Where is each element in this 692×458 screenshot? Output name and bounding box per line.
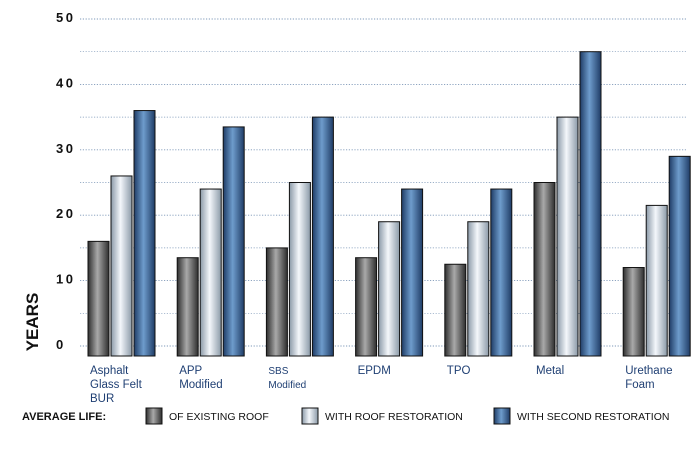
bar	[645, 204, 668, 357]
bar	[556, 116, 579, 357]
category-label: EPDM	[358, 365, 391, 377]
y-tick-label: 0	[56, 337, 66, 352]
bar	[668, 155, 691, 357]
legend-swatch	[493, 407, 511, 425]
bar	[355, 257, 378, 357]
y-axis-label: YEARS	[23, 293, 42, 352]
legend-swatch	[145, 407, 163, 425]
y-tick-label: 10	[56, 272, 75, 287]
bar	[133, 110, 156, 357]
category-label: APP Modified	[179, 365, 222, 391]
category-label: SBS Modified	[268, 366, 306, 391]
category-label: Metal	[536, 365, 564, 377]
bar	[579, 51, 602, 357]
bar	[622, 267, 645, 357]
legend-swatch	[301, 407, 319, 425]
bar	[199, 188, 222, 357]
bar	[87, 240, 110, 357]
category-label: Urethane Foam	[625, 365, 672, 391]
bar	[467, 221, 490, 357]
bar	[490, 188, 513, 357]
bar	[176, 257, 199, 357]
y-tick-labels: 0 10 20 30 40 50	[56, 10, 75, 352]
bar	[311, 116, 334, 357]
legend-title: AVERAGE LIFE:	[22, 411, 106, 423]
category-label: Asphalt Glass Felt BUR	[90, 365, 143, 405]
legend-label: WITH SECOND RESTORATION	[517, 411, 669, 423]
bar	[265, 247, 288, 357]
bars	[87, 51, 691, 357]
bar	[288, 182, 311, 357]
bar	[378, 221, 401, 357]
bar	[222, 126, 245, 357]
legend: AVERAGE LIFE: OF EXISTING ROOF WITH ROOF …	[22, 407, 669, 425]
category-label: TPO	[447, 365, 471, 377]
legend-label: OF EXISTING ROOF	[169, 411, 269, 423]
bar	[110, 175, 133, 357]
y-tick-label: 30	[56, 141, 75, 156]
bar	[533, 182, 556, 357]
bar	[401, 188, 424, 357]
bar	[444, 263, 467, 357]
y-tick-label: 40	[56, 75, 75, 90]
legend-label: WITH ROOF RESTORATION	[325, 411, 463, 423]
category-labels: Asphalt Glass Felt BUR APP Modified SBS Modifi…	[90, 365, 673, 405]
y-tick-label: 50	[56, 10, 75, 25]
y-tick-label: 20	[56, 206, 75, 221]
